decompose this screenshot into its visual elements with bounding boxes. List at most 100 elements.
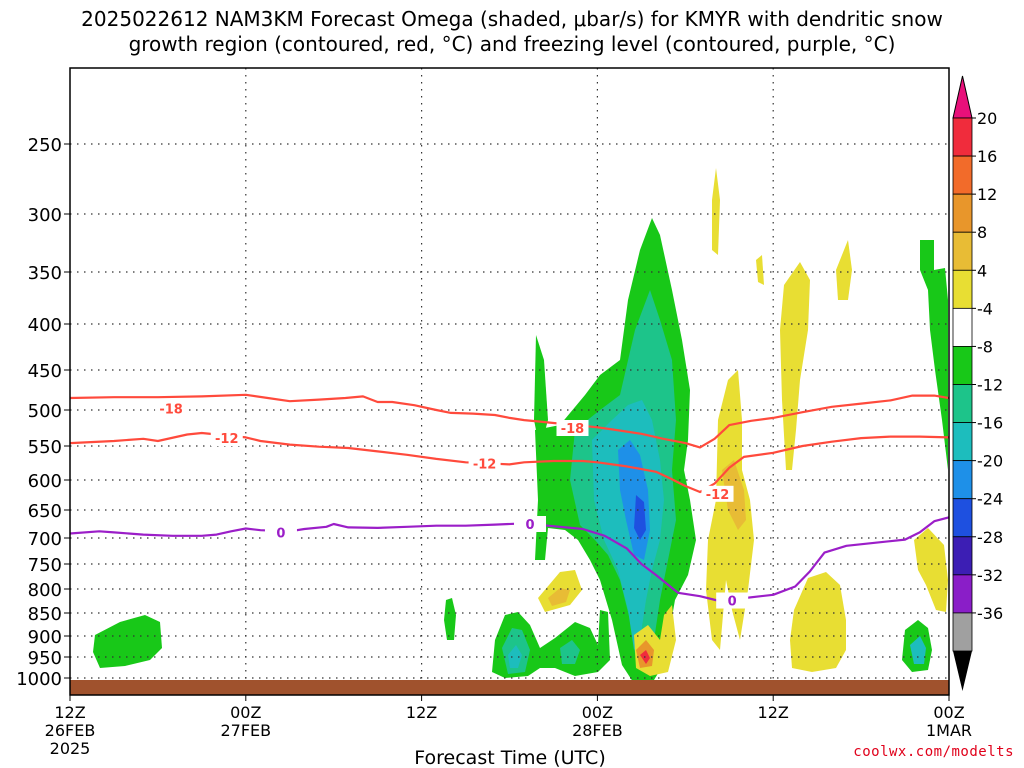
- contour-label-bg: [701, 485, 734, 502]
- omega-region: [548, 588, 570, 606]
- y-tick-label: 350: [28, 263, 62, 284]
- x-tick-label: 1MAR: [926, 721, 972, 740]
- y-tick-label: 300: [28, 205, 62, 226]
- contour-label: 0: [525, 518, 534, 533]
- y-tick-label: 500: [28, 401, 62, 422]
- omega-region: [914, 528, 948, 612]
- omega-region: [712, 168, 720, 255]
- colorbar-bottom-arrow: [953, 651, 972, 691]
- y-tick-label: 600: [28, 471, 62, 492]
- contour-label: -12: [473, 458, 497, 473]
- omega-region: [756, 255, 764, 285]
- omega-region: [836, 240, 852, 300]
- contour-label: -12: [706, 488, 730, 503]
- omega-region: [634, 495, 646, 540]
- omega-region: [444, 598, 456, 640]
- colorbar-swatch: [952, 612, 973, 652]
- colorbar-swatch: [952, 269, 973, 309]
- colorbar-label: 4: [977, 261, 987, 280]
- x-tick-label: 28FEB: [572, 721, 623, 740]
- colorbar-label: 20: [977, 109, 997, 128]
- omega-region: [560, 640, 580, 664]
- x-tick-label: 27FEB: [220, 721, 271, 740]
- y-tick-label: 400: [28, 315, 62, 336]
- chart-title-line-2: growth region (contoured, red, °C) and f…: [128, 32, 896, 56]
- y-tick-label: 450: [28, 361, 62, 382]
- colorbar-swatch: [952, 574, 973, 614]
- colorbar-swatch: [952, 231, 973, 271]
- colorbar-swatch: [952, 460, 973, 500]
- colorbar-swatch: [952, 498, 973, 538]
- x-tick-label: 12Z: [758, 703, 789, 722]
- colorbar-swatch: [952, 193, 973, 233]
- x-tick-label: 26FEB: [45, 721, 96, 740]
- plot-area: [70, 68, 949, 695]
- chart-title-line-1: 2025022612 NAM3KM Forecast Omega (shaded…: [81, 7, 943, 31]
- colorbar-label: 16: [977, 147, 997, 166]
- colorbar-label: -20: [977, 452, 1003, 471]
- y-tick-label: 750: [28, 555, 62, 576]
- plot-frame: [69, 67, 950, 696]
- omega-region: [508, 645, 522, 668]
- x-tick-label: 00Z: [933, 703, 964, 722]
- colorbar-top-arrow: [952, 75, 973, 119]
- omega-region: [93, 615, 162, 668]
- contour-label-bg: [210, 430, 243, 447]
- y-tick-label: 900: [28, 627, 62, 648]
- contour-label: -18: [561, 422, 585, 437]
- colorbar-label: 8: [977, 223, 987, 242]
- x-tick-label: 00Z: [230, 703, 261, 722]
- contour-label-bg: [155, 400, 188, 417]
- colorbar-swatch: [952, 117, 973, 157]
- colorbar-swatch: [952, 536, 973, 576]
- y-tick-label: 1000: [16, 669, 62, 690]
- contour-label-bg: [514, 516, 547, 532]
- x-tick-label: 12Z: [406, 703, 437, 722]
- contour-label: 0: [728, 595, 737, 610]
- colorbar-label: -12: [977, 376, 1003, 395]
- omega-shading: [93, 168, 948, 690]
- y-tick-label: 800: [28, 580, 62, 601]
- contour-line: [70, 393, 949, 449]
- x-tick-label: 00Z: [582, 703, 613, 722]
- ground-strip: [70, 680, 949, 695]
- contour-labels: -18 -18 -12 -12 -12 0 0 0: [155, 400, 749, 610]
- colorbar-swatch: [952, 422, 973, 462]
- omega-region: [722, 460, 746, 530]
- colorbar-label: -24: [977, 490, 1003, 509]
- colorbar-swatch: [952, 384, 973, 423]
- y-axis-tick-labels: 2503003504004505005506006507007508008509…: [16, 135, 62, 690]
- y-tick-label: 250: [28, 135, 62, 156]
- colorbar-swatch: [952, 155, 973, 195]
- contour-label-bg: [264, 524, 297, 541]
- colorbar-label: -8: [977, 337, 993, 356]
- y-tick-label: 650: [28, 501, 62, 522]
- omega-region: [790, 572, 846, 672]
- colorbar-label: -28: [977, 528, 1003, 547]
- colorbar-label: 12: [977, 185, 997, 204]
- omega-region: [910, 636, 926, 664]
- y-tick-label: 850: [28, 604, 62, 625]
- contour-label: 0: [276, 526, 285, 541]
- x-axis-label: Forecast Time (UTC): [414, 747, 605, 768]
- colorbar-label: -36: [977, 604, 1003, 623]
- omega-region: [780, 262, 810, 470]
- colorbar-label: -16: [977, 414, 1003, 433]
- y-tick-label: 700: [28, 529, 62, 550]
- x-tick-label: 12Z: [54, 703, 85, 722]
- contour-label: -18: [159, 402, 183, 417]
- grid-lines: [64, 68, 950, 701]
- site-credit: coolwx.com/modelts: [853, 744, 1014, 760]
- colorbar: 20 16 12 8 4 -4 -8 -12 -16 -20 -24 -28 -32 -36: [952, 75, 1003, 691]
- colorbar-swatch: [952, 346, 973, 385]
- contour-label-bg: [556, 420, 589, 436]
- omega-region: [920, 240, 948, 470]
- contour-label-bg: [468, 455, 501, 472]
- colorbar-label: -4: [977, 299, 993, 318]
- y-tick-label: 550: [28, 437, 62, 458]
- y-tick-label: 950: [28, 648, 62, 669]
- colorbar-swatch: [952, 307, 973, 347]
- contour-label: -12: [215, 432, 239, 447]
